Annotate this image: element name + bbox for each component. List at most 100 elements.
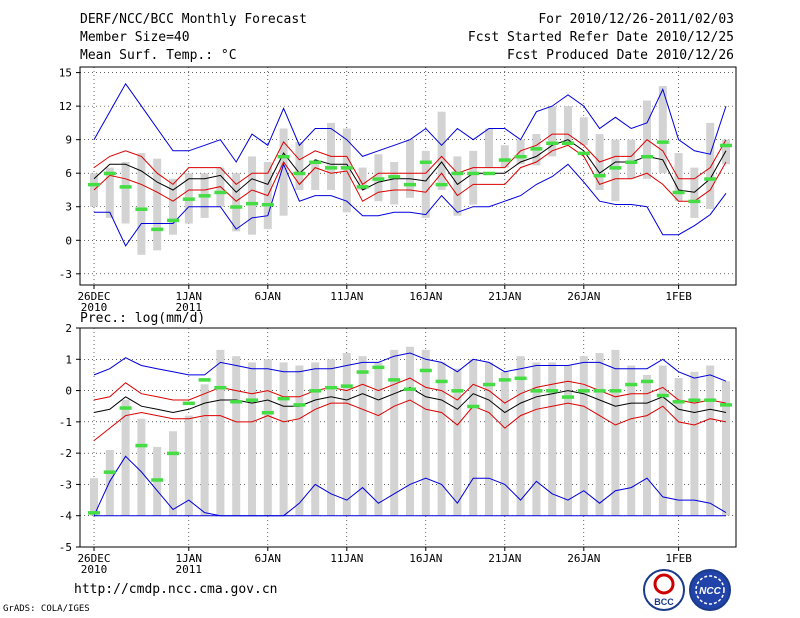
temp-marker <box>340 166 353 170</box>
prec-marker <box>546 389 559 393</box>
prec-box <box>500 371 509 516</box>
prec-marker <box>656 393 669 398</box>
prec-marker <box>246 398 258 402</box>
prec-box <box>722 381 730 516</box>
prec-box <box>169 431 177 516</box>
prec-box <box>105 450 114 516</box>
temp-marker <box>720 143 732 148</box>
prec-xtick-label: 21JAN <box>488 552 521 565</box>
temp-xtick-label: 21JAN <box>488 290 521 303</box>
temp-ytick-label: 0 <box>65 234 72 247</box>
temp-marker <box>372 177 385 181</box>
prec-marker <box>498 378 511 382</box>
temp-marker <box>388 175 401 179</box>
prec-box <box>137 418 146 516</box>
temp-marker <box>167 218 179 223</box>
temp-ytick-label: 6 <box>65 167 72 180</box>
grads-credit: GrADS: COLA/IGES <box>3 604 90 614</box>
temp-marker <box>182 197 195 201</box>
prec-box <box>279 362 288 516</box>
prec-marker <box>88 511 100 515</box>
prec-marker <box>261 410 274 415</box>
prec-marker <box>167 451 179 456</box>
prec-marker <box>704 398 717 402</box>
forecast-period: For 2010/12/26-2011/02/03 <box>538 12 734 27</box>
prec-marker <box>419 368 432 373</box>
prec-marker <box>230 400 243 404</box>
temp-box <box>342 128 351 213</box>
temp-lower-percentile-line <box>93 144 727 202</box>
temp-xtick-label: 26JAN <box>567 290 600 303</box>
temp-max-line <box>93 82 727 163</box>
prec-ytick-label: -1 <box>59 416 72 429</box>
prec-marker <box>372 365 385 370</box>
prec-marker <box>435 379 448 384</box>
prec-xtick-label: 26JAN <box>567 552 600 565</box>
temp-marker <box>151 227 164 232</box>
temp-marker <box>672 190 685 195</box>
temp-marker <box>641 154 653 159</box>
temp-box <box>232 173 241 232</box>
temp-marker <box>135 207 148 211</box>
prec-marker <box>625 382 638 387</box>
prec-mean-line <box>93 386 727 414</box>
temp-marker <box>498 158 511 162</box>
temp-marker <box>625 160 638 165</box>
prec-box <box>200 384 209 516</box>
temp-box <box>153 158 162 251</box>
temp-box <box>658 86 667 174</box>
prec-box <box>564 365 572 516</box>
prec-box <box>390 349 399 516</box>
prec-box <box>437 362 446 516</box>
temp-box <box>390 162 399 205</box>
prec-marker <box>483 382 495 387</box>
temp-xtick-year: 2010 <box>81 301 108 314</box>
prec-min-line <box>93 455 727 517</box>
prec-box <box>327 359 335 516</box>
temp-marker <box>119 185 132 189</box>
prec-marker <box>688 398 701 402</box>
temp-box <box>469 150 478 205</box>
prec-max-line <box>93 352 727 382</box>
prec-marker <box>103 470 116 474</box>
prec-box <box>216 349 225 516</box>
temp-box <box>358 167 367 190</box>
prec-box <box>406 346 414 516</box>
prec-box <box>311 362 320 516</box>
temp-xtick-label: 26DEC <box>77 290 110 303</box>
temp-marker <box>451 171 464 176</box>
source-url[interactable]: http://cmdp.ncc.cma.gov.cn <box>74 582 278 597</box>
prec-box <box>516 356 525 516</box>
prec-box <box>627 365 636 516</box>
temp-box <box>690 167 699 218</box>
temp-marker <box>593 173 606 178</box>
prec-marker <box>340 384 353 388</box>
temp-ytick-label: 12 <box>59 100 72 113</box>
prec-upper-percentile-line <box>93 377 727 404</box>
prec-marker <box>119 406 132 410</box>
prec-lower-percentile-line <box>93 399 727 441</box>
prec-xtick-year: 2010 <box>81 563 108 576</box>
prec-marker <box>356 370 369 374</box>
temp-marker <box>103 171 116 176</box>
temp-box <box>722 139 730 165</box>
prec-box <box>453 368 462 516</box>
prec-box <box>485 362 493 516</box>
prec-box <box>342 353 351 516</box>
prec-ytick-label: -4 <box>59 510 73 523</box>
temp-box <box>674 153 683 202</box>
prec-ytick-label: -3 <box>59 478 72 491</box>
temp-marker <box>214 190 227 195</box>
prec-box <box>674 378 683 516</box>
prec-marker <box>182 401 195 406</box>
temp-marker <box>309 160 322 165</box>
temp-box <box>248 156 256 235</box>
prec-box <box>658 365 667 516</box>
temp-box <box>564 106 572 146</box>
temp-marker <box>530 147 543 151</box>
prec-box <box>184 415 193 516</box>
ncc-logo: NCC <box>689 569 731 611</box>
temp-marker <box>688 199 701 204</box>
prec-marker <box>325 385 337 390</box>
temp-frame <box>79 66 737 286</box>
